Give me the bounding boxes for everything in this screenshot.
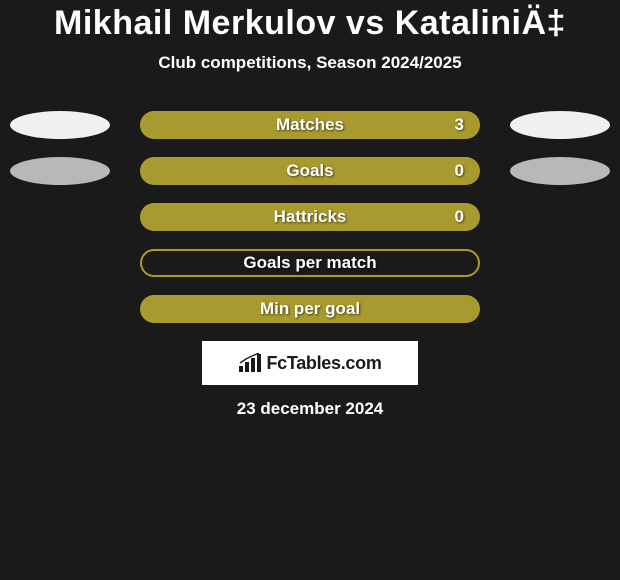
stat-row: Goals per match xyxy=(0,249,620,277)
spacer xyxy=(10,295,110,323)
stat-bar: Hattricks 0 xyxy=(140,203,480,231)
stat-label: Matches xyxy=(276,115,344,135)
stat-label: Goals per match xyxy=(243,253,376,273)
stat-rows: Matches 3 Goals 0 Hattricks 0 Goals per match M… xyxy=(0,111,620,323)
spacer xyxy=(10,249,110,277)
stat-label: Min per goal xyxy=(260,299,360,319)
page-title: Mikhail Merkulov vs KataliniÄ‡ xyxy=(0,4,620,43)
stats-comparison-card: Mikhail Merkulov vs KataliniÄ‡ Club comp… xyxy=(0,0,620,419)
player-left-indicator xyxy=(10,157,110,185)
stat-bar: Goals per match xyxy=(140,249,480,277)
stat-label: Goals xyxy=(286,161,333,181)
stat-bar: Min per goal xyxy=(140,295,480,323)
stat-row: Hattricks 0 xyxy=(0,203,620,231)
spacer xyxy=(510,203,610,231)
page-subtitle: Club competitions, Season 2024/2025 xyxy=(0,53,620,73)
logo-box[interactable]: FcTables.com xyxy=(202,341,418,385)
stat-row: Matches 3 xyxy=(0,111,620,139)
stat-label: Hattricks xyxy=(274,207,347,227)
player-right-indicator xyxy=(510,157,610,185)
stat-value: 0 xyxy=(455,207,464,227)
stat-bar: Goals 0 xyxy=(140,157,480,185)
logo: FcTables.com xyxy=(238,353,381,374)
player-right-indicator xyxy=(510,111,610,139)
stat-bar: Matches 3 xyxy=(140,111,480,139)
date-label: 23 december 2024 xyxy=(0,399,620,419)
stat-row: Goals 0 xyxy=(0,157,620,185)
player-left-indicator xyxy=(10,111,110,139)
stat-row: Min per goal xyxy=(0,295,620,323)
stat-value: 3 xyxy=(455,115,464,135)
spacer xyxy=(510,249,610,277)
logo-text: FcTables.com xyxy=(266,353,381,374)
chart-icon xyxy=(238,353,262,373)
spacer xyxy=(510,295,610,323)
stat-value: 0 xyxy=(455,161,464,181)
spacer xyxy=(10,203,110,231)
